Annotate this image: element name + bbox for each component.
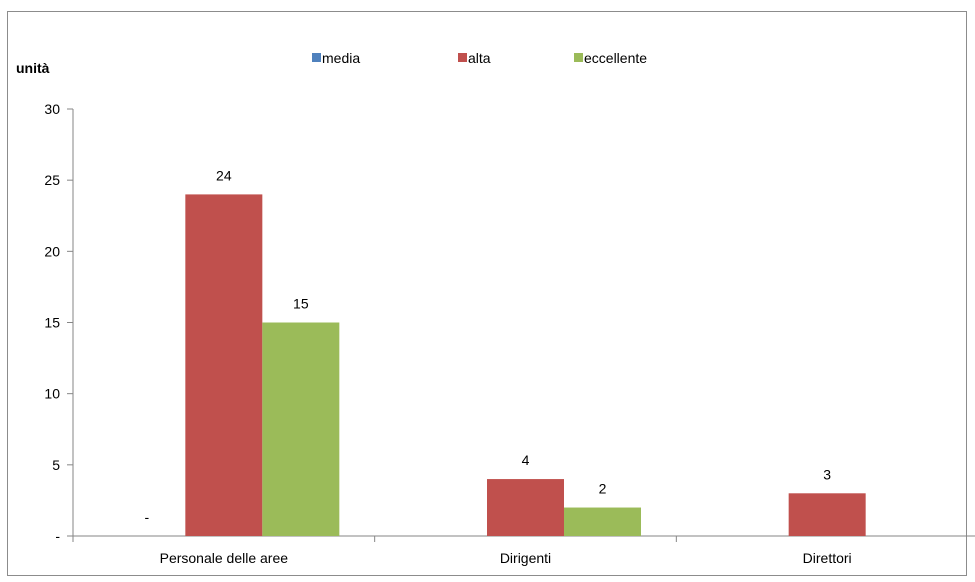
y-tick-label: - [55,528,60,544]
bars [185,194,866,536]
x-axis: Personale delle aree Dirigenti Direttori [72,535,975,566]
data-label: 24 [216,167,232,183]
x-tick-label: Direttori [803,550,852,566]
data-label: 15 [293,296,309,312]
y-tick-label: 10 [44,386,60,402]
legend-label-media: media [322,50,360,66]
legend-swatch-alta [458,53,467,62]
legend-label-alta: alta [468,50,491,66]
legend-swatch-media [312,53,321,62]
bar-eccellente-0 [262,322,340,536]
bar-eccellente-1 [564,507,641,536]
x-tick-label: Dirigenti [500,550,551,566]
bar-alta-2 [788,493,866,536]
data-label: 4 [522,452,530,468]
y-tick-label: 30 [44,101,60,117]
y-tick-label: 15 [44,315,60,331]
data-label: 2 [599,481,607,497]
legend-label-eccellente: eccellente [584,50,647,66]
data-label: - [144,509,149,525]
x-tick-label: Personale delle aree [160,550,289,566]
legend: media alta eccellente [312,50,647,66]
data-label: 3 [823,466,831,482]
y-axis: - 5 10 15 20 25 30 [44,101,74,544]
bar-alta-1 [487,479,564,536]
data-labels: - 24 15 4 2 3 [144,167,831,525]
y-tick-label: 25 [44,172,60,188]
bar-alta-0 [185,194,263,536]
y-tick-label: 20 [44,243,60,259]
y-tick-label: 5 [52,457,60,473]
legend-swatch-eccellente [574,53,583,62]
y-axis-unit-label: unità [16,60,50,76]
